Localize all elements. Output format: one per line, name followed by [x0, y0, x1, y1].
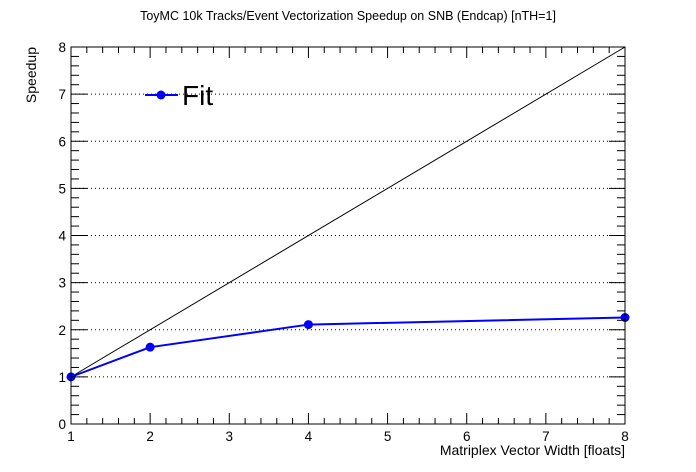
y-tick-label: 0 [58, 417, 66, 432]
x-axis: 1 2 3 4 5 6 7 8 [67, 47, 629, 444]
x-tick-label: 7 [542, 429, 550, 444]
x-tick-label: 5 [384, 429, 392, 444]
y-axis-label: Speedup [23, 47, 39, 103]
x-tick-label: 2 [146, 429, 154, 444]
grid [71, 93, 625, 378]
y-tick-label: 8 [58, 40, 66, 55]
y-tick-label: 4 [58, 229, 66, 244]
x-tick-label: 8 [621, 429, 629, 444]
y-tick-label: 1 [58, 370, 66, 385]
y-tick-label: 3 [58, 276, 66, 291]
data-point [303, 320, 313, 330]
y-tick-label: 7 [58, 87, 66, 102]
x-tick-label: 1 [67, 429, 75, 444]
y-axis: 0 1 2 3 4 5 6 7 8 [58, 40, 625, 432]
x-tick-label: 4 [305, 429, 313, 444]
series-markers [66, 312, 630, 382]
y-tick-label: 2 [58, 323, 66, 338]
legend-label-fit: Fit [182, 80, 213, 111]
y-tick-label: 6 [58, 134, 66, 149]
legend: Fit [145, 80, 213, 111]
legend-marker [156, 90, 166, 100]
x-tick-label: 3 [226, 429, 234, 444]
x-tick-label: 6 [463, 429, 471, 444]
x-axis-label: Matriplex Vector Width [floats] [440, 442, 625, 458]
reference-line [70, 46, 626, 378]
data-point [145, 342, 155, 352]
series-line-fit [70, 316, 626, 378]
y-tick-label: 5 [58, 181, 66, 196]
chart-title: ToyMC 10k Tracks/Event Vectorization Spe… [140, 9, 556, 23]
